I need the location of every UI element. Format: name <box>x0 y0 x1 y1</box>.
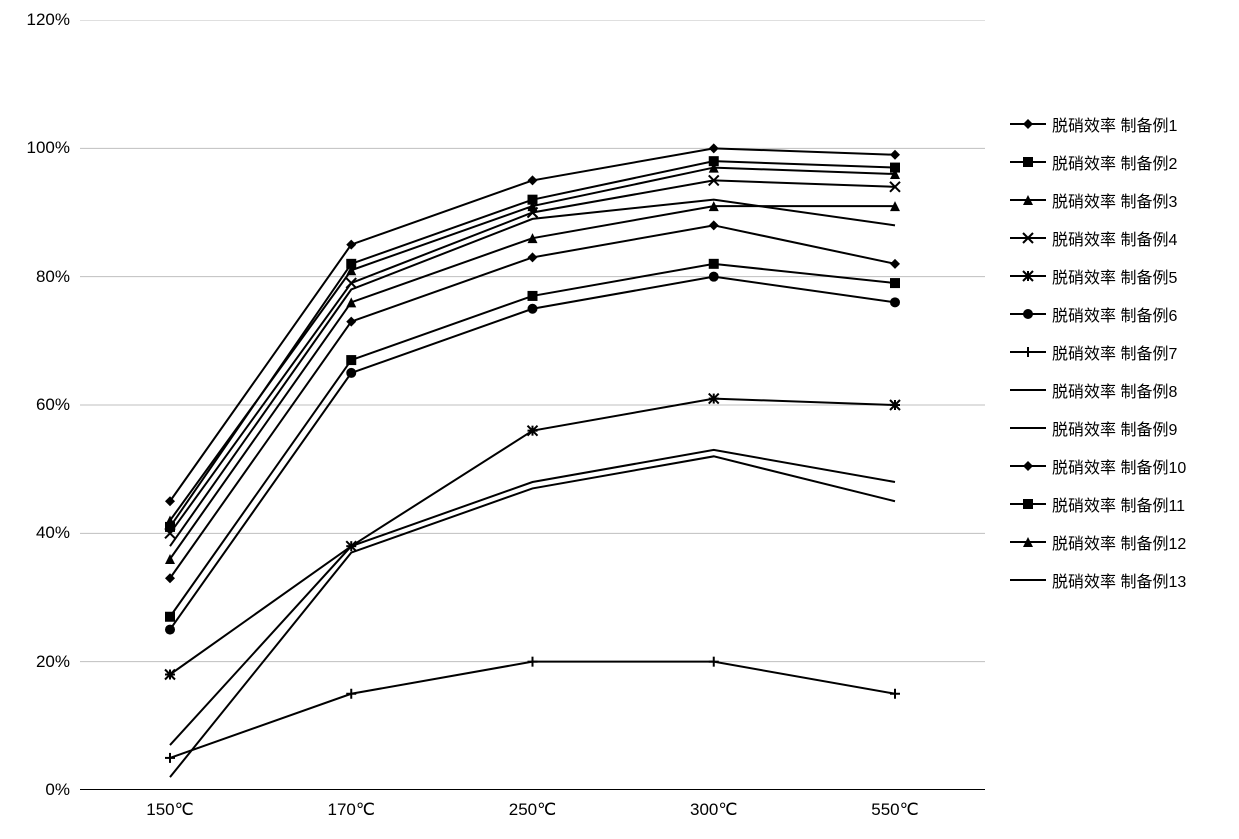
legend-item: 脱硝效率 制备例5 <box>1010 257 1230 295</box>
legend-label: 脱硝效率 制备例13 <box>1052 568 1186 592</box>
legend-item: 脱硝效率 制备例13 <box>1010 561 1230 599</box>
y-tick-label: 100% <box>27 138 70 158</box>
y-tick-label: 60% <box>36 395 70 415</box>
legend-item: 脱硝效率 制备例12 <box>1010 523 1230 561</box>
y-tick-label: 120% <box>27 10 70 30</box>
chart-container: 0% 20% 40% 60% 80% 100% 120% 150℃ 170℃ 250℃ 300℃ 55… <box>0 0 1239 839</box>
legend-swatch <box>1010 340 1046 364</box>
legend-item: 脱硝效率 制备例4 <box>1010 219 1230 257</box>
y-tick-label: 40% <box>36 523 70 543</box>
legend-swatch <box>1010 454 1046 478</box>
legend-item: 脱硝效率 制备例11 <box>1010 485 1230 523</box>
x-tick-label: 170℃ <box>328 800 375 820</box>
legend-swatch <box>1010 416 1046 440</box>
legend-swatch <box>1010 188 1046 212</box>
legend-item: 脱硝效率 制备例10 <box>1010 447 1230 485</box>
plot-svg <box>80 20 985 790</box>
x-tick-label: 250℃ <box>509 800 556 820</box>
legend-label: 脱硝效率 制备例12 <box>1052 530 1186 554</box>
x-tick-label: 300℃ <box>690 800 737 820</box>
legend-swatch <box>1010 530 1046 554</box>
legend-label: 脱硝效率 制备例4 <box>1052 226 1177 250</box>
y-tick-label: 80% <box>36 267 70 287</box>
legend-swatch <box>1010 226 1046 250</box>
legend-item: 脱硝效率 制备例9 <box>1010 409 1230 447</box>
legend-label: 脱硝效率 制备例2 <box>1052 150 1177 174</box>
legend-label: 脱硝效率 制备例9 <box>1052 416 1177 440</box>
plot-area: 0%20%40%60%80%100%120%150℃170℃250℃300℃55… <box>80 20 985 790</box>
legend: 脱硝效率 制备例1 脱硝效率 制备例2 脱硝效率 制备例3 脱硝效率 制备例4 脱硝效率… <box>1010 105 1230 599</box>
legend-label: 脱硝效率 制备例10 <box>1052 454 1186 478</box>
legend-label: 脱硝效率 制备例1 <box>1052 112 1177 136</box>
legend-item: 脱硝效率 制备例6 <box>1010 295 1230 333</box>
legend-item: 脱硝效率 制备例8 <box>1010 371 1230 409</box>
legend-label: 脱硝效率 制备例3 <box>1052 188 1177 212</box>
legend-label: 脱硝效率 制备例7 <box>1052 340 1177 364</box>
legend-swatch <box>1010 112 1046 136</box>
legend-swatch <box>1010 568 1046 592</box>
legend-swatch <box>1010 378 1046 402</box>
legend-item: 脱硝效率 制备例2 <box>1010 143 1230 181</box>
legend-swatch <box>1010 264 1046 288</box>
legend-swatch <box>1010 150 1046 174</box>
legend-label: 脱硝效率 制备例8 <box>1052 378 1177 402</box>
y-tick-label: 0% <box>45 780 70 800</box>
legend-item: 脱硝效率 制备例7 <box>1010 333 1230 371</box>
x-tick-label: 550℃ <box>871 800 918 820</box>
legend-label: 脱硝效率 制备例11 <box>1052 492 1185 516</box>
y-tick-label: 20% <box>36 652 70 672</box>
x-tick-label: 150℃ <box>146 800 193 820</box>
legend-item: 脱硝效率 制备例3 <box>1010 181 1230 219</box>
legend-label: 脱硝效率 制备例6 <box>1052 302 1177 326</box>
legend-item: 脱硝效率 制备例1 <box>1010 105 1230 143</box>
legend-swatch <box>1010 302 1046 326</box>
legend-label: 脱硝效率 制备例5 <box>1052 264 1177 288</box>
legend-swatch <box>1010 492 1046 516</box>
